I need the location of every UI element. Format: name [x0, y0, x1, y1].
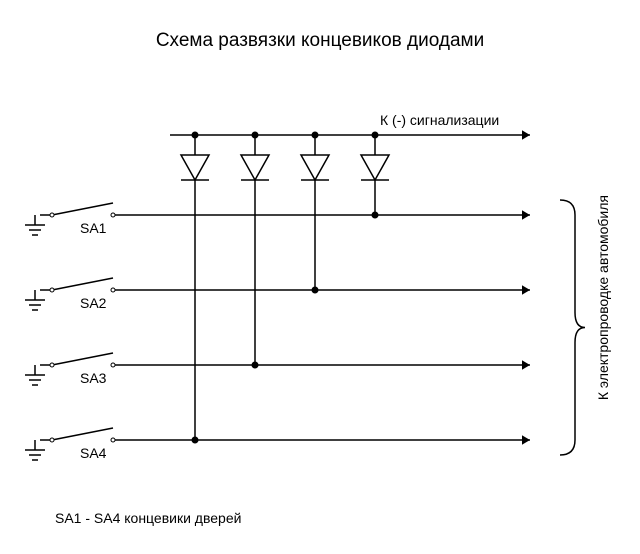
svg-text:SA3: SA3: [80, 370, 107, 386]
schematic-svg: SA1 SA2 SA3 SA4: [0, 0, 640, 554]
diagram-container: Схема развязки концевиков диодами К (-) …: [0, 0, 640, 554]
svg-text:SA2: SA2: [80, 295, 107, 311]
svg-text:SA1: SA1: [80, 220, 107, 236]
svg-text:SA4: SA4: [80, 445, 107, 461]
